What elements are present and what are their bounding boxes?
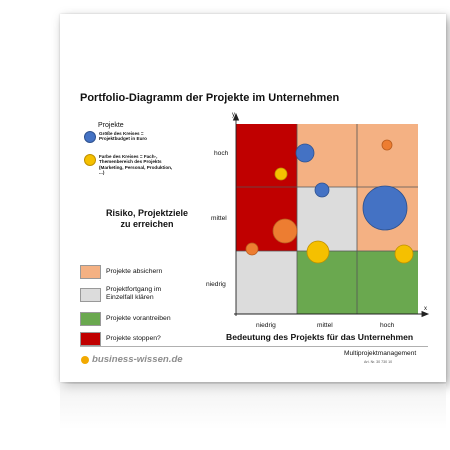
legend-swatch-vorantreiben [80, 312, 101, 326]
legend-size-text: Größe des Kreises = Projektbudget in Eur… [99, 131, 147, 142]
y-axis-title-line2: zu erreichen [120, 219, 174, 229]
footer-title: Multiprojektmanagement [344, 350, 417, 357]
brand-dot-icon [81, 356, 89, 364]
legend-label-vorantreiben: Projekte vorantreiben [106, 315, 171, 322]
grid-cell-r1-c1 [297, 187, 357, 251]
y-tick-hoch: hoch [214, 150, 229, 157]
project-bubble-6 [272, 218, 298, 244]
legend-color-text: Farbe des Kreises = Fach-, Themenbereich… [99, 154, 173, 176]
legend-color-bubble-icon [84, 154, 96, 166]
legend-label-stoppen: Projekte stoppen? [106, 335, 161, 342]
grid-cell-r0-c0 [236, 124, 297, 187]
project-bubble-9 [394, 244, 414, 264]
project-bubble-2 [274, 167, 288, 181]
x-tick-mittel: mittel [317, 322, 333, 329]
x-axis-letter: x [424, 306, 427, 312]
y-tick-mittel: mittel [211, 215, 227, 222]
legend-label-klaeren: Projektfortgang im Einzelfall klären [106, 286, 162, 301]
grid-cell-r2-c0 [236, 251, 297, 314]
y-axis-letter: y [232, 112, 235, 118]
project-bubble-3 [314, 182, 330, 198]
project-bubble-7 [245, 242, 259, 256]
grid-cell-r2-c1 [297, 251, 357, 314]
legend-swatch-stoppen [80, 332, 101, 346]
x-axis-arrow-icon [421, 310, 430, 318]
y-axis-title: Risiko, Projektziele zu erreichen [106, 208, 188, 230]
page-title: Portfolio-Diagramm der Projekte im Unter… [80, 92, 340, 104]
footer-divider [80, 346, 428, 347]
project-bubble-1 [295, 143, 315, 163]
project-bubble-8 [306, 240, 330, 264]
x-axis-title: Bedeutung des Projekts für das Unternehm… [226, 332, 414, 342]
project-bubble-5 [381, 139, 393, 151]
footer-article-number: Art. Nr. 30 730 10 [364, 360, 393, 364]
y-axis-arrow-icon [232, 112, 240, 121]
x-tick-niedrig: niedrig [256, 322, 276, 329]
grid-cell-r0-c2 [357, 124, 418, 187]
legend-swatch-klaeren [80, 288, 101, 302]
legend-label-absichern: Projekte absichern [106, 268, 163, 275]
legend-swatch-absichern [80, 265, 101, 279]
legend-size-bubble-icon [84, 131, 96, 143]
project-bubble-4 [362, 185, 408, 231]
sheet-reflection [60, 384, 446, 430]
x-tick-hoch: hoch [380, 322, 395, 329]
y-axis-title-line1: Risiko, Projektziele [106, 208, 189, 218]
legend-heading: Projekte [98, 122, 124, 129]
y-tick-niedrig: niedrig [206, 281, 226, 288]
brand-logo-text: business-wissen.de [92, 354, 183, 365]
